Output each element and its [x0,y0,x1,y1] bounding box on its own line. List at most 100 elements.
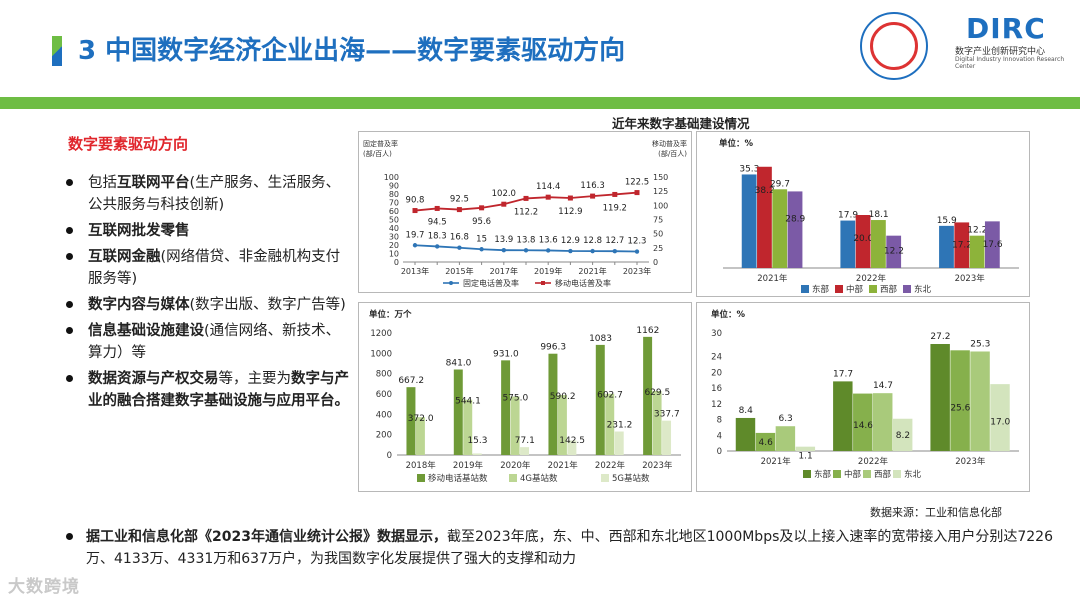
data-label: 1083 [589,334,612,344]
y-tick-label: 30 [711,329,722,339]
legend-label: 中部 [846,284,864,295]
watermark: 大数跨境 [8,577,80,597]
bullet-item: 互联网批发零售 [62,220,352,242]
line-point [612,191,618,197]
bullet-dot [66,327,73,334]
data-label: 77.1 [515,436,535,446]
bullet-bold: 信息基础设施建设 [88,323,204,339]
bar [595,344,605,455]
y-tick-label: 12 [711,400,722,410]
bullet-item: 包括互联网平台(生产服务、生活服务、公共服务与科技创新) [62,172,352,216]
bullet-item: 信息基础设施建设(通信网络、新技术、算力）等 [62,320,352,364]
data-label: 119.2 [603,203,627,213]
x-tick-label: 2019年 [453,460,484,471]
bar-chart-regional-1: 单位：% 35.3 38.229.7 28.9 2021年 17.9 20.0 18.1 12.… [719,138,1019,295]
data-label: 122.5 [625,178,649,188]
x-tick-label: 2022年 [858,456,889,467]
legend-label: 东部 [814,469,832,480]
y-tick-label: 24 [711,353,722,363]
bar [954,222,970,268]
data-label: 29.7 [770,179,790,189]
bar [453,369,463,455]
bar-chart-regional-2: 单位：% 0 4 8 12 16 20 24 30 8.4 4.6 6.3 1.1 2021年 17.7 14… [711,309,1019,480]
data-label: 17.2 [952,240,972,250]
bullet-text: (网络借贷、非金融机构支付服务等) [88,249,341,287]
y-tick-label-right: 150 [653,173,668,182]
data-label: 17.0 [990,417,1010,427]
x-tick-label: 2023年 [955,456,986,467]
x-tick-label: 2021年 [548,460,579,471]
bullet-item: 互联网金融(网络借贷、非金融机构支付服务等) [62,246,352,290]
y-tick-label: 600 [376,390,392,400]
data-label: 544.1 [455,397,481,407]
bullet-bold: 数据资源与产权交易 [88,371,219,387]
data-label: 1.1 [798,452,812,462]
bar [757,166,772,268]
section-heading: 数字要素驱动方向 [68,135,189,153]
legend-swatch [601,474,609,482]
chart-panel-regional-2: 单位：% 35.3 38.2 29.7 28.9 2021年 17.9 20.0 18.1 12.… [696,131,1030,297]
legend-swatch [869,285,877,293]
bullet-dot [66,179,73,186]
data-label: 12.3 [628,237,647,247]
chart-panel-penetration: 固定普及率 (部/百人) 移动普及率 (部/百人) 0 10 20 30 40 50 60 70 80 9… [358,131,692,293]
unit-label: 单位：% [719,138,754,149]
bar [548,353,558,455]
title-accent-bar [52,36,62,66]
bullet-item: 数字内容与媒体(数字出版、数字广告等) [62,294,352,316]
data-label: 8.2 [896,431,910,441]
seal-logo [860,12,928,80]
y-tick-label-left: 100 [384,173,399,182]
x-tick-label: 2020年 [500,460,531,471]
bullet-bold: 互联网金融 [88,249,161,265]
y-tick-label-left: 80 [389,190,399,199]
data-label: 142.5 [559,436,585,446]
bar [775,426,796,451]
data-label: 575.0 [502,394,528,404]
data-label: 112.9 [558,207,582,217]
bar [886,235,902,268]
y-tick-label-right: 75 [653,216,663,225]
data-label: 4.6 [759,438,774,448]
y-tick-label: 16 [711,384,722,394]
data-label: 20.0 [853,234,873,244]
y-tick-label-left: 60 [389,207,399,216]
y-tick-label-left: 0 [394,258,399,267]
line-point [545,194,551,200]
bar [652,391,662,455]
unit-label: 单位：% [711,309,746,320]
bar [735,417,756,451]
legend-swatch [893,470,901,478]
chart-panel-regional-2: 单位：% 0 4 8 12 16 20 24 30 8.4 4.6 6.3 1.1 2021年 17.7 14… [696,302,1030,492]
line-point [546,248,551,253]
bar-chart-base-stations: 单位：万个 0 200 400 600 800 1000 1200 667.2 372.0 2018… [369,309,681,484]
legend-label: 5G基站数 [612,473,650,484]
line-point [567,195,573,201]
data-label: 12.2 [884,246,904,256]
bar [472,453,482,455]
data-label: 15.9 [937,216,957,226]
bar [643,336,653,455]
legend-swatch [835,285,843,293]
bar [950,350,970,451]
data-label: 112.2 [514,207,538,217]
y-tick-label: 800 [376,370,392,380]
bullet-text: (数字出版、数字广告等) [189,297,346,313]
data-label: 12.8 [583,236,602,246]
bar [984,221,1000,268]
bar [930,344,950,451]
data-label: 19.7 [406,230,425,240]
line-point [523,248,529,253]
data-label: 114.4 [536,182,560,192]
data-label: 15 [476,234,487,244]
legend-swatch [903,285,911,293]
dirc-logo-subtitle-cn: 数字产业创新研究中心 [955,47,1046,57]
x-tick-label: 2015年 [445,266,473,276]
footer-note: 据工业和信息化部《2023年通信业统计公报》数据显示，截至2023年底，东、中、… [62,526,1062,570]
charts-title: 近年来数字基础建设情况 [612,116,750,131]
bar [892,418,913,451]
bar [557,394,567,455]
bullet-bold: 互联网平台 [117,175,190,191]
y-tick-label: 400 [376,410,392,420]
data-label: 102.0 [492,189,516,199]
